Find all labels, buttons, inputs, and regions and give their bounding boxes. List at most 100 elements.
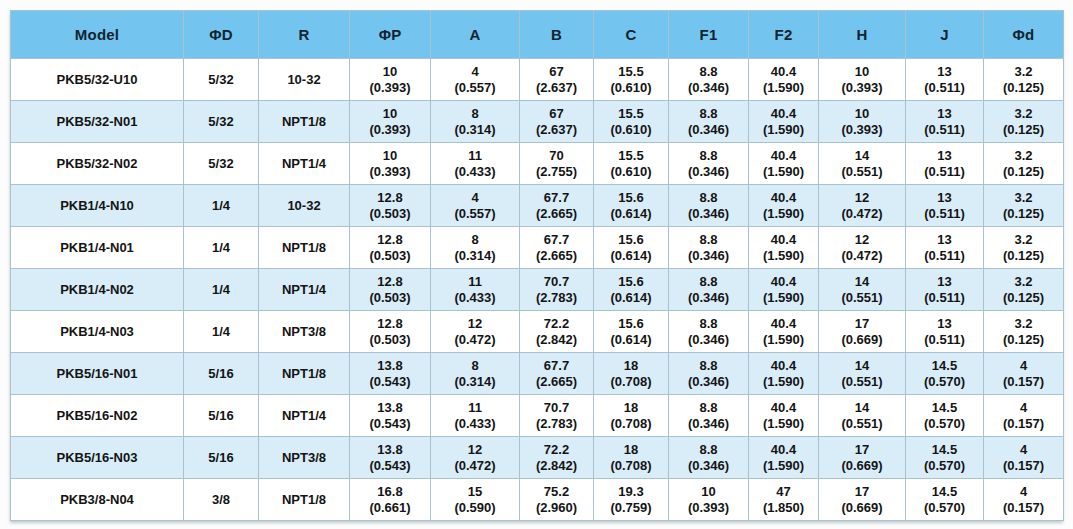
table-cell: NPT1/8 [259, 353, 350, 395]
table-row: PKB1/4-N031/4NPT3/812.8 (0.503)12 (0.472… [11, 311, 1064, 353]
table-row: PKB5/16-N015/16NPT1/813.8 (0.543)8 (0.31… [11, 353, 1064, 395]
table-cell: 15.5 (0.610) [594, 143, 669, 185]
table-cell: 18 (0.708) [594, 395, 669, 437]
cell-model: PKB1/4-N02 [11, 269, 184, 311]
table-cell: 1/4 [184, 185, 259, 227]
table-cell: NPT1/8 [259, 479, 350, 521]
table-row: PKB5/16-N035/16NPT3/813.8 (0.543)12 (0.4… [11, 437, 1064, 479]
table-row: PKB5/32-N015/32NPT1/810 (0.393)8 (0.314)… [11, 101, 1064, 143]
table-cell: 5/32 [184, 143, 259, 185]
table-cell: 13 (0.511) [906, 311, 984, 353]
table-cell: 10 (0.393) [350, 101, 431, 143]
table-cell: 14 (0.551) [819, 143, 906, 185]
table-cell: 70.7 (2.783) [520, 269, 594, 311]
table-cell: 8.8 (0.346) [669, 227, 749, 269]
table-cell: 5/32 [184, 59, 259, 101]
table-cell: 8.8 (0.346) [669, 353, 749, 395]
table-cell: 40.4 (1.590) [749, 59, 819, 101]
column-header-c: C [594, 11, 669, 59]
table-cell: 18 (0.708) [594, 353, 669, 395]
table-row: PKB1/4-N101/410-3212.8 (0.503)4 (0.557)6… [11, 185, 1064, 227]
table-cell: 8.8 (0.346) [669, 101, 749, 143]
table-row: PKB3/8-N043/8NPT1/816.8 (0.661)15 (0.590… [11, 479, 1064, 521]
table-cell: 11 (0.433) [431, 395, 520, 437]
table-cell: NPT1/4 [259, 143, 350, 185]
table-cell: 13.8 (0.543) [350, 395, 431, 437]
table-cell: 8 (0.314) [431, 353, 520, 395]
column-header-d: Φd [984, 11, 1064, 59]
column-header-p: ΦP [350, 11, 431, 59]
table-cell: 17 (0.669) [819, 437, 906, 479]
table-cell: 14.5 (0.570) [906, 437, 984, 479]
column-header-r: R [259, 11, 350, 59]
table-cell: 3.2 (0.125) [984, 269, 1064, 311]
column-header-a: A [431, 11, 520, 59]
table-cell: 14 (0.551) [819, 353, 906, 395]
table-cell: 12 (0.472) [431, 311, 520, 353]
column-header-model: Model [11, 11, 184, 59]
table-cell: 8 (0.314) [431, 227, 520, 269]
table-cell: 8.8 (0.346) [669, 185, 749, 227]
cell-model: PKB5/16-N03 [11, 437, 184, 479]
table-cell: 4 (0.157) [984, 353, 1064, 395]
table-cell: 4 (0.157) [984, 437, 1064, 479]
spec-table: ModelΦDRΦPABCF1F2HJΦd PKB5/32-U105/3210-… [10, 10, 1064, 521]
table-cell: 1/4 [184, 227, 259, 269]
table-cell: 40.4 (1.590) [749, 143, 819, 185]
table-cell: 8.8 (0.346) [669, 437, 749, 479]
table-cell: 70.7 (2.783) [520, 395, 594, 437]
table-cell: 15.5 (0.610) [594, 101, 669, 143]
table-cell: 12 (0.472) [819, 185, 906, 227]
table-cell: 4 (0.157) [984, 395, 1064, 437]
table-cell: NPT1/4 [259, 395, 350, 437]
cell-model: PKB1/4-N03 [11, 311, 184, 353]
table-cell: 67 (2.637) [520, 59, 594, 101]
table-cell: 3.2 (0.125) [984, 143, 1064, 185]
table-body: PKB5/32-U105/3210-3210 (0.393)4 (0.557)6… [11, 59, 1064, 521]
cell-model: PKB1/4-N01 [11, 227, 184, 269]
table-cell: 14.5 (0.570) [906, 395, 984, 437]
table-cell: 8.8 (0.346) [669, 395, 749, 437]
table-cell: 15.6 (0.614) [594, 311, 669, 353]
table-cell: 40.4 (1.590) [749, 311, 819, 353]
table-cell: 5/32 [184, 101, 259, 143]
table-cell: NPT1/4 [259, 269, 350, 311]
cell-model: PKB5/32-N02 [11, 143, 184, 185]
table-cell: 10 (0.393) [819, 59, 906, 101]
table-cell: NPT3/8 [259, 437, 350, 479]
table-cell: 72.2 (2.842) [520, 311, 594, 353]
table-cell: 10-32 [259, 59, 350, 101]
table-cell: 40.4 (1.590) [749, 185, 819, 227]
table-cell: 67.7 (2.665) [520, 227, 594, 269]
table-cell: 75.2 (2.960) [520, 479, 594, 521]
table-row: PKB5/16-N025/16NPT1/413.8 (0.543)11 (0.4… [11, 395, 1064, 437]
cell-model: PKB5/32-U10 [11, 59, 184, 101]
page: ModelΦDRΦPABCF1F2HJΦd PKB5/32-U105/3210-… [0, 0, 1073, 529]
table-cell: NPT3/8 [259, 311, 350, 353]
table-cell: 8.8 (0.346) [669, 59, 749, 101]
table-cell: 3.2 (0.125) [984, 59, 1064, 101]
table-cell: 13 (0.511) [906, 143, 984, 185]
table-cell: 47 (1.850) [749, 479, 819, 521]
table-cell: 10-32 [259, 185, 350, 227]
table-cell: 40.4 (1.590) [749, 227, 819, 269]
table-cell: NPT1/8 [259, 227, 350, 269]
column-header-j: J [906, 11, 984, 59]
table-cell: NPT1/8 [259, 101, 350, 143]
table-cell: 13.8 (0.543) [350, 437, 431, 479]
table-cell: 13 (0.511) [906, 59, 984, 101]
table-cell: 12.8 (0.503) [350, 269, 431, 311]
table-cell: 8.8 (0.346) [669, 311, 749, 353]
table-cell: 16.8 (0.661) [350, 479, 431, 521]
table-cell: 3.2 (0.125) [984, 311, 1064, 353]
table-cell: 15.6 (0.614) [594, 227, 669, 269]
table-cell: 13 (0.511) [906, 185, 984, 227]
table-cell: 12.8 (0.503) [350, 311, 431, 353]
table-cell: 5/16 [184, 395, 259, 437]
table-cell: 10 (0.393) [350, 143, 431, 185]
table-cell: 4 (0.157) [984, 479, 1064, 521]
table-cell: 12 (0.472) [819, 227, 906, 269]
table-row: PKB5/32-U105/3210-3210 (0.393)4 (0.557)6… [11, 59, 1064, 101]
table-cell: 3.2 (0.125) [984, 227, 1064, 269]
table-cell: 5/16 [184, 353, 259, 395]
